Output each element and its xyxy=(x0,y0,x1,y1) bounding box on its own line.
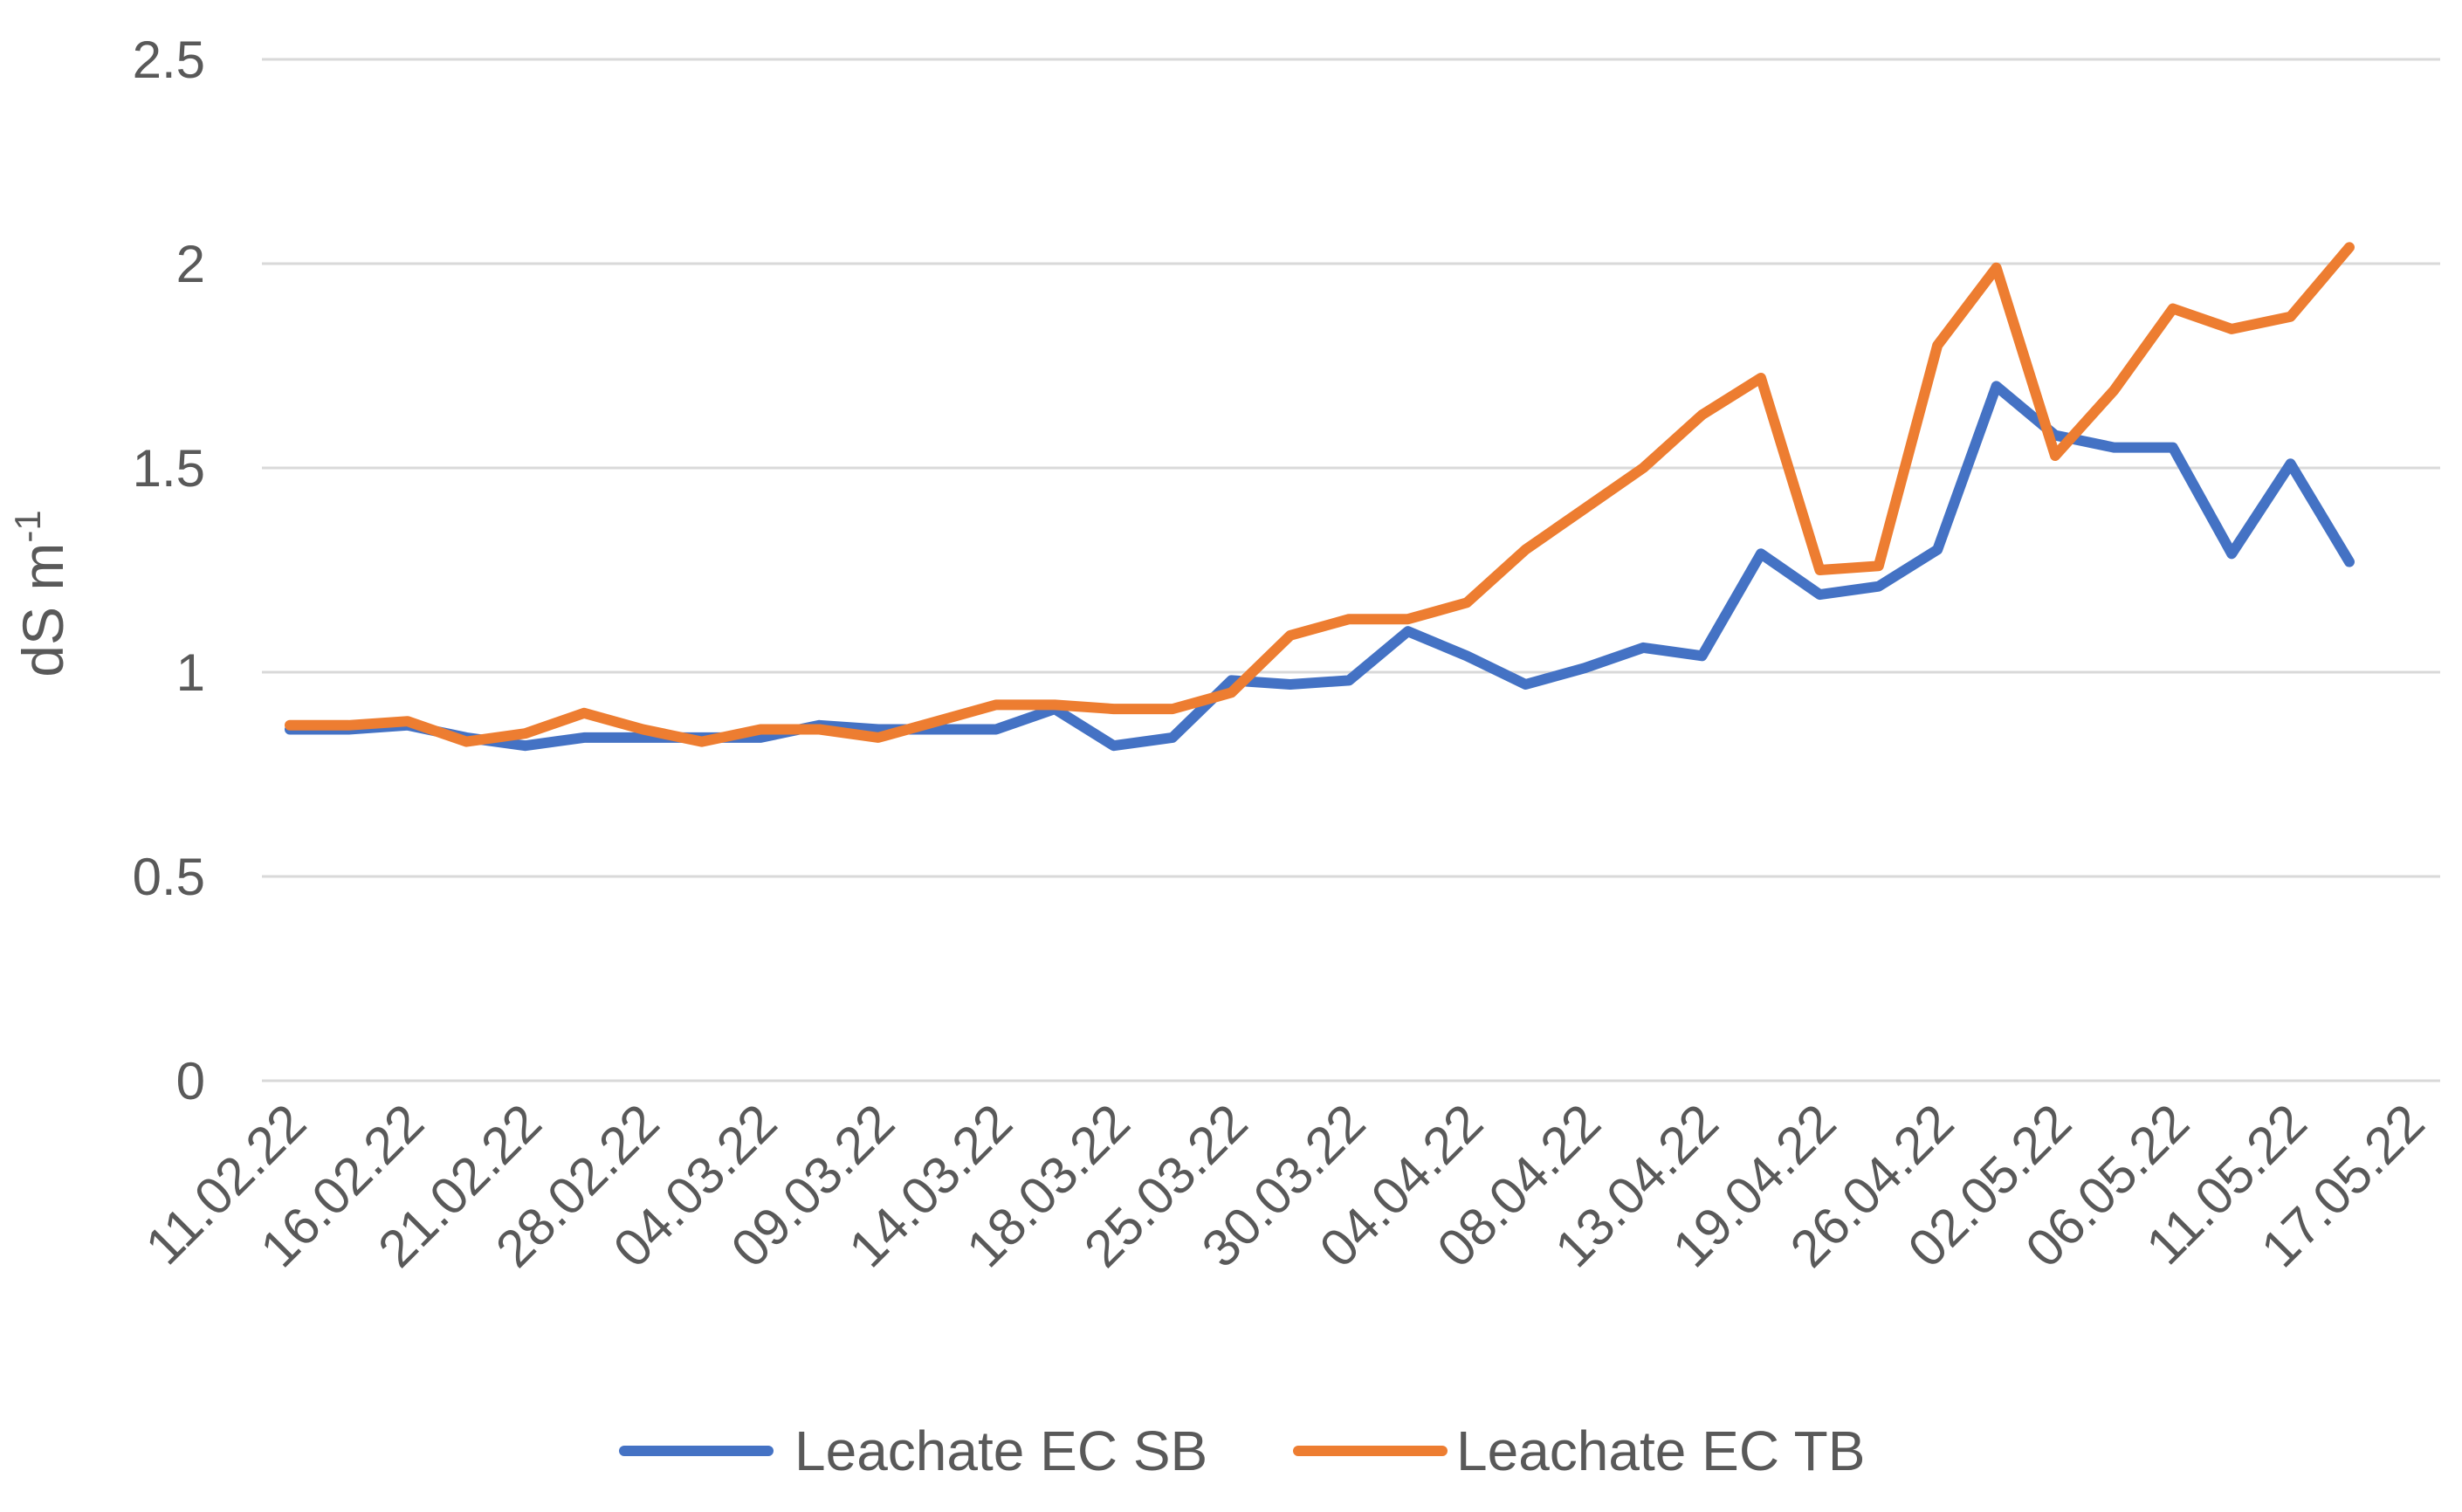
data-point-tb xyxy=(1878,565,1880,567)
data-point-sb xyxy=(760,737,761,739)
data-point-tb xyxy=(465,741,467,743)
data-point-sb xyxy=(1936,549,1938,551)
data-point-sb xyxy=(1230,679,1232,681)
data-point-tb xyxy=(1407,618,1409,620)
data-point-tb xyxy=(1936,345,1938,347)
data-point-tb xyxy=(642,729,643,731)
data-point-sb xyxy=(877,729,879,731)
data-point-sb xyxy=(1172,737,1173,739)
data-point-sb xyxy=(583,737,585,739)
data-point-tb xyxy=(2349,246,2350,248)
data-point-sb xyxy=(995,729,997,731)
data-point-sb xyxy=(1584,667,1585,669)
data-point-sb xyxy=(1289,684,1291,685)
data-point-sb xyxy=(2113,447,2115,449)
data-point-tb xyxy=(1760,377,1762,379)
data-point-tb xyxy=(407,720,409,722)
data-point-sb xyxy=(1348,679,1350,681)
legend-label-sb: Leachate EC SB xyxy=(794,1419,1207,1482)
data-point-tb xyxy=(2054,455,2056,457)
data-point-sb xyxy=(525,745,526,746)
y-tick-label: 0 xyxy=(176,1052,205,1110)
x-axis-ticks: 11.02.2216.02.2221.02.2228.02.2204.03.22… xyxy=(134,1093,2436,1279)
data-point-sb xyxy=(2172,447,2174,449)
legend: Leachate EC SB Leachate EC TB xyxy=(619,1419,1865,1482)
data-point-tb xyxy=(1466,601,1468,603)
data-point-sb xyxy=(2054,435,2056,436)
y-axis-ticks: 0 0.5 1 1.5 2 2.5 xyxy=(133,31,205,1110)
series-lines xyxy=(285,242,2355,752)
data-point-tb xyxy=(525,732,526,734)
data-point-sb xyxy=(1407,630,1409,632)
data-point-tb xyxy=(1230,691,1232,693)
y-tick-label: 1 xyxy=(176,643,205,702)
data-point-tb xyxy=(1524,549,1526,551)
data-point-tb xyxy=(1348,618,1350,620)
data-point-tb xyxy=(995,704,997,705)
y-axis-title: dS m-1 xyxy=(7,510,75,677)
data-point-tb xyxy=(347,725,349,726)
data-point-sb xyxy=(1466,655,1468,656)
data-point-tb xyxy=(1289,635,1291,636)
y-tick-label: 1.5 xyxy=(133,439,205,498)
data-point-tb xyxy=(1172,708,1173,710)
data-point-tb xyxy=(2231,328,2232,330)
data-point-tb xyxy=(1113,708,1115,710)
data-point-tb xyxy=(760,729,761,731)
data-point-sb xyxy=(1878,586,1880,588)
series-line-sb xyxy=(285,381,2355,752)
y-axis-title-text: dS m xyxy=(10,543,75,677)
data-point-tb xyxy=(1584,508,1585,510)
data-point-tb xyxy=(289,725,291,726)
legend-label-tb: Leachate EC TB xyxy=(1456,1419,1865,1482)
y-tick-label: 2 xyxy=(176,235,205,293)
data-point-tb xyxy=(1054,704,1056,705)
data-point-tb xyxy=(583,712,585,714)
series-line-tb xyxy=(285,242,2355,747)
data-point-tb xyxy=(1996,267,1998,269)
data-point-tb xyxy=(2172,308,2174,310)
data-point-sb xyxy=(2290,463,2292,464)
data-point-sb xyxy=(2231,553,2232,554)
data-point-tb xyxy=(936,720,938,722)
data-point-tb xyxy=(2290,316,2292,318)
data-point-sb xyxy=(1524,684,1526,685)
data-point-sb xyxy=(642,737,643,739)
y-axis-title-superscript: -1 xyxy=(7,510,48,542)
data-point-tb xyxy=(2113,389,2115,391)
data-point-tb xyxy=(819,729,821,731)
data-point-sb xyxy=(1113,745,1115,746)
data-point-tb xyxy=(877,737,879,739)
data-point-sb xyxy=(1996,385,1998,387)
y-tick-label: 0.5 xyxy=(133,848,205,906)
data-point-tb xyxy=(1642,467,1644,469)
y-tick-label: 2.5 xyxy=(133,31,205,89)
gridlines xyxy=(262,58,2440,1082)
data-point-sb xyxy=(1819,594,1820,595)
data-point-sb xyxy=(936,729,938,731)
data-point-tb xyxy=(701,741,703,743)
data-point-tb xyxy=(1702,414,1703,416)
data-point-sb xyxy=(1642,647,1644,649)
data-point-sb xyxy=(1702,655,1703,656)
data-point-sb xyxy=(1760,553,1762,554)
data-point-sb xyxy=(2349,561,2350,563)
data-point-tb xyxy=(1819,569,1820,571)
